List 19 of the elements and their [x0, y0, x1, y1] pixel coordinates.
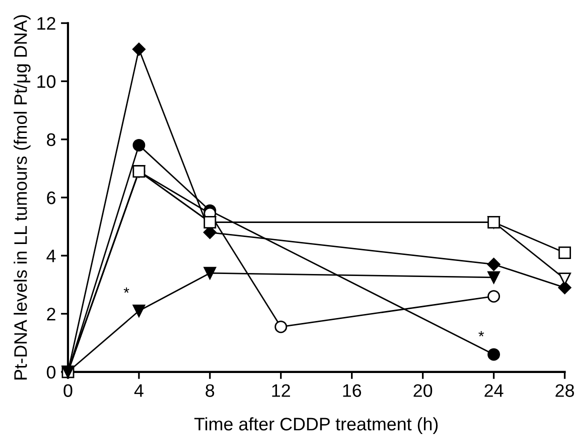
x-tick-label: 12: [272, 384, 290, 397]
y-tick-label: 8: [46, 133, 56, 146]
x-tick-label: 20: [414, 384, 432, 397]
x-tick-label: 28: [556, 384, 574, 397]
y-tick-label: 6: [47, 191, 56, 204]
y-tick-label: 4: [46, 250, 56, 262]
x-tick-label: 16: [343, 384, 362, 397]
y-tick-label: 0: [46, 366, 56, 379]
x-tick-label: 24: [484, 384, 504, 397]
x-tick-label: 4: [134, 384, 144, 397]
y-tick-label: 10: [37, 75, 56, 88]
annotation: *: [478, 331, 484, 336]
y-tick-label: 2: [47, 308, 56, 320]
annotation: *: [124, 287, 130, 293]
y-tick-label: 12: [37, 17, 56, 30]
x-tick-label: 0: [64, 384, 72, 397]
x-tick-label: 8: [206, 384, 214, 397]
y-axis-title: Pt-DNA levels in LL tumours (fmol Pt/μg DNA): [14, 15, 31, 380]
x-axis-title: Time after CDDP treatment (h): [194, 417, 438, 434]
